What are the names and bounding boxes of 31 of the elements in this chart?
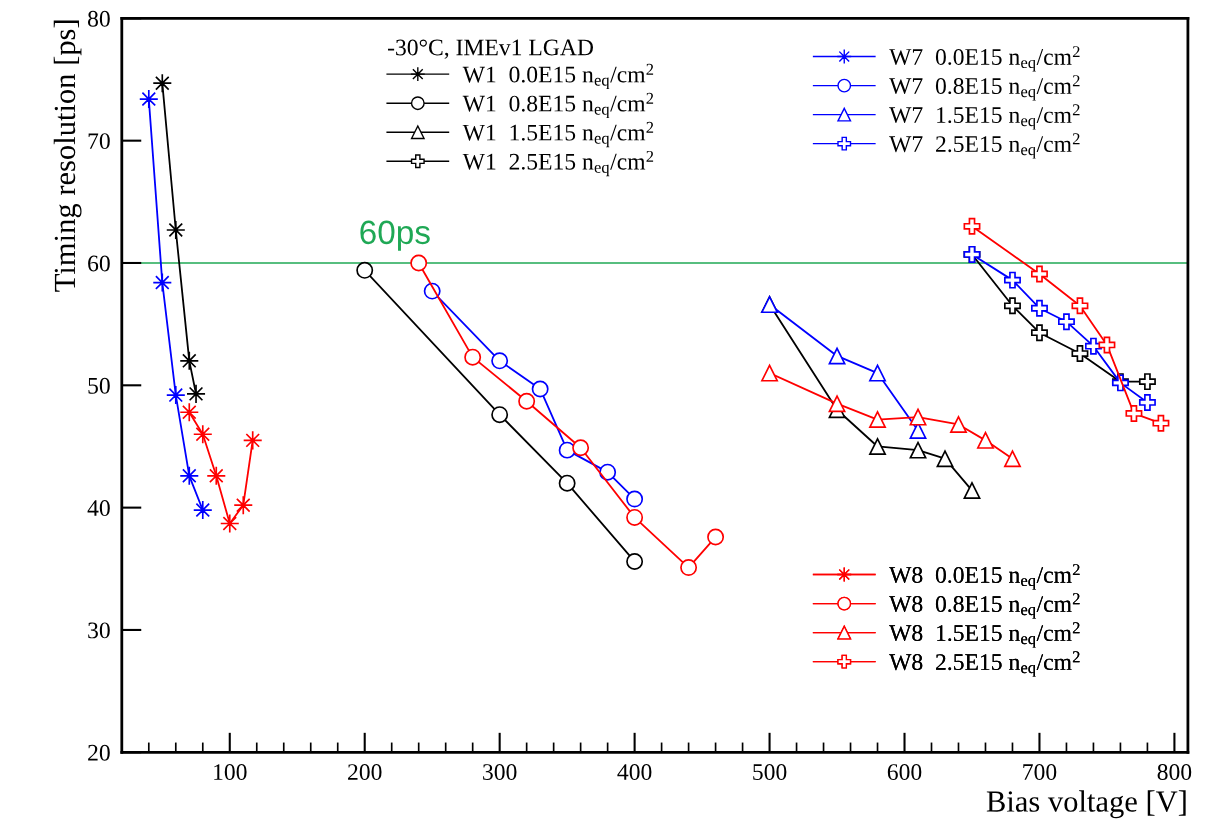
legend-label: W8 0.0E15 n$_{eq}$/cm$^{2}$	[889, 564, 1080, 590]
legend-label: W1 2.5E15 n$_{eq}$/cm$^{2}$	[462, 150, 654, 177]
x-tick-label: 600	[887, 764, 922, 780]
x-tick-label: 700	[1023, 764, 1057, 780]
y-tick-label: 70	[88, 133, 110, 150]
x-tick-label: 800	[1157, 764, 1192, 780]
legend-label: W8 1.5E15 n$_{eq}$/cm$^{2}$	[889, 622, 1080, 648]
y-tick-label: 80	[87, 10, 110, 27]
x-tick-label: 400	[617, 764, 652, 780]
legend-label: W1 1.5E15 n$_{eq}$/cm$^{2}$	[462, 121, 654, 148]
x-axis-title: Bias voltage [V]	[986, 790, 1186, 819]
legend-label: W7 0.0E15 n$_{eq}$/cm$^{2}$	[889, 46, 1080, 72]
legend-label: W1 0.8E15 n$_{eq}$/cm$^{2}$	[462, 92, 654, 119]
x-tick-label: 300	[483, 764, 517, 780]
y-tick-label: 50	[88, 377, 110, 394]
x-tick-label: 100	[214, 764, 247, 780]
legend-title: -30°C, IMEv1 LGAD	[387, 39, 594, 59]
x-tick-label: 500	[753, 764, 787, 780]
x-tick-label: 200	[348, 764, 382, 780]
legend-label: W7 0.8E15 n$_{eq}$/cm$^{2}$	[889, 75, 1080, 101]
ref-line-label: 60ps	[360, 220, 430, 251]
y-tick-label: 60	[88, 255, 110, 272]
legend-label: W1 0.0E15 n$_{eq}$/cm$^{2}$	[462, 63, 654, 90]
legend-label: W7 2.5E15 n$_{eq}$/cm$^{2}$	[889, 133, 1080, 159]
legend-label: W8 2.5E15 n$_{eq}$/cm$^{2}$	[889, 651, 1080, 677]
legend-label: W7 1.5E15 n$_{eq}$/cm$^{2}$	[889, 104, 1080, 130]
y-tick-label: 20	[88, 744, 110, 761]
y-axis-title: Timing resolution [ps]	[53, 20, 82, 292]
y-tick-label: 40	[87, 500, 110, 517]
legend-label: W8 0.8E15 n$_{eq}$/cm$^{2}$	[889, 593, 1080, 619]
y-tick-label: 30	[88, 622, 110, 639]
